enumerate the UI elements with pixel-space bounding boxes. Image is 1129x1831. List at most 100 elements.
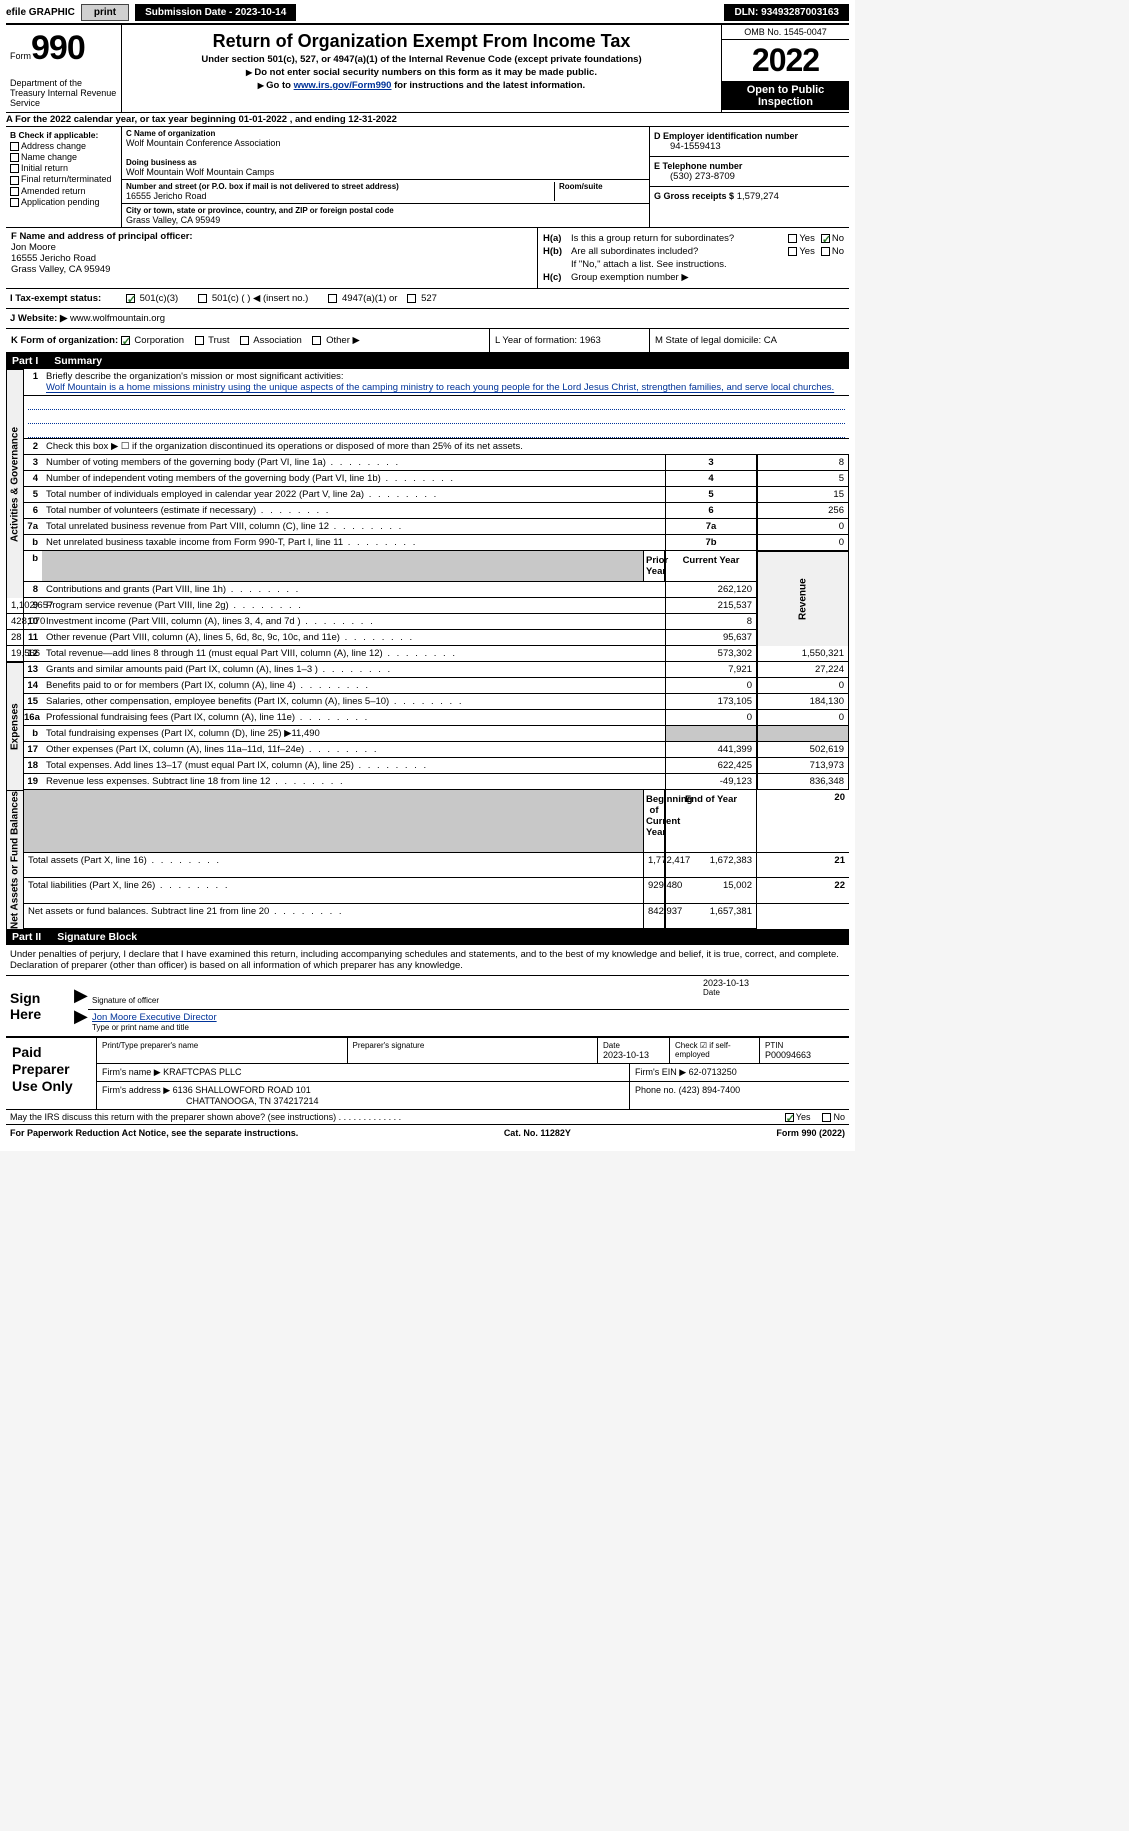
submission-date: Submission Date - 2023-10-14: [135, 4, 296, 21]
row-I-tax-exempt: I Tax-exempt status: 501(c)(3) 501(c) ( …: [6, 289, 849, 309]
exp-b-prior: [665, 726, 757, 742]
summary-grid: Activities & Governance 1 Briefly descri…: [6, 369, 849, 929]
city-label: City or town, state or province, country…: [126, 206, 645, 215]
ein-label: D Employer identification number: [654, 131, 845, 141]
line-2: Check this box ▶ ☐ if the organization d…: [42, 439, 849, 455]
h-c-label: H(c): [543, 272, 571, 283]
chk-501c[interactable]: 501(c) ( ) ◀ (insert no.): [198, 293, 308, 304]
h-a-yes[interactable]: Yes: [788, 233, 815, 244]
exp-13-no: 13: [24, 662, 42, 678]
exp-13-current: 27,224: [757, 662, 849, 678]
sig-date: 2023-10-13: [703, 978, 845, 988]
rev-10-prior: 8: [665, 614, 757, 630]
chk-name-change[interactable]: Name change: [10, 152, 117, 162]
rev-9-current: 428,070: [6, 614, 24, 630]
exp-15-current: 184,130: [757, 694, 849, 710]
dept-label: Department of the Treasury Internal Reve…: [10, 78, 117, 108]
chk-application-pending[interactable]: Application pending: [10, 197, 117, 207]
rev-9-no: 9: [24, 598, 42, 614]
h-a-question: Is this a group return for subordinates?: [571, 233, 782, 244]
line-b-val: 0: [757, 535, 849, 551]
street-value: 16555 Jericho Road: [126, 191, 550, 201]
officer-city: Grass Valley, CA 95949: [11, 264, 532, 275]
rev-12-current: 1,550,321: [757, 646, 849, 662]
exp-16a-current: 0: [757, 710, 849, 726]
exp-18-desc: Total expenses. Add lines 13–17 (must eq…: [42, 758, 665, 774]
net-22-desc: Net assets or fund balances. Subtract li…: [24, 904, 643, 930]
chk-corporation[interactable]: Corporation: [121, 335, 184, 346]
rev-12-desc: Total revenue—add lines 8 through 11 (mu…: [42, 646, 665, 662]
omb: OMB No. 1545-0047: [722, 25, 849, 40]
exp-14-no: 14: [24, 678, 42, 694]
h-b-no[interactable]: No: [821, 246, 844, 257]
rev-10-desc: Investment income (Part VIII, column (A)…: [42, 614, 665, 630]
prep-date-label: Date: [603, 1041, 664, 1050]
form-link[interactable]: Go to www.irs.gov/Form990 for instructio…: [126, 80, 717, 91]
line-5-no: 5: [24, 487, 42, 503]
section-FH: F Name and address of principal officer:…: [6, 227, 849, 289]
line-7a-box: 7a: [665, 519, 757, 535]
discuss-row: May the IRS discuss this return with the…: [6, 1110, 849, 1125]
city-value: Grass Valley, CA 95949: [126, 215, 645, 225]
discuss-yes[interactable]: Yes: [785, 1112, 811, 1122]
h-b-label: H(b): [543, 246, 571, 257]
exp-16a-no: 16a: [24, 710, 42, 726]
chk-address-change[interactable]: Address change: [10, 141, 117, 151]
print-button[interactable]: print: [81, 4, 129, 21]
exp-19-current: 836,348: [757, 774, 849, 790]
exp-18-prior: 622,425: [665, 758, 757, 774]
line-b-desc: Net unrelated business taxable income fr…: [42, 535, 665, 551]
exp-18-no: 18: [24, 758, 42, 774]
chk-trust[interactable]: Trust: [195, 335, 230, 346]
hdr-begin-year: Beginning of Current Year: [643, 790, 665, 853]
rev-8-current: 1,102,657: [6, 598, 24, 614]
rev-11-desc: Other revenue (Part VIII, column (A), li…: [42, 630, 665, 646]
chk-initial-return[interactable]: Initial return: [10, 163, 117, 173]
chk-501c3[interactable]: 501(c)(3): [126, 293, 178, 304]
row-L-year: L Year of formation: 1963: [489, 329, 649, 352]
net-20-current: 1,672,383: [665, 853, 757, 879]
rev-8-no: 8: [24, 582, 42, 598]
net-21-no: 21: [757, 853, 849, 879]
rev-10-no: 10: [24, 614, 42, 630]
top-bar: efile GRAPHIC print Submission Date - 20…: [6, 4, 849, 24]
h-b-yes[interactable]: Yes: [788, 246, 815, 257]
line-6-val: 256: [757, 503, 849, 519]
website-url[interactable]: www.wolfmountain.org: [70, 313, 165, 324]
discuss-no[interactable]: No: [822, 1112, 845, 1122]
net-20-prior: 1,772,417: [643, 853, 665, 879]
officer-label: F Name and address of principal officer:: [11, 231, 532, 242]
chk-4947[interactable]: 4947(a)(1) or: [328, 293, 397, 304]
line-7a-val: 0: [757, 519, 849, 535]
exp-b-current: [757, 726, 849, 742]
line-3-val: 8: [757, 455, 849, 471]
sign-arrow-icon: ▶▶: [74, 976, 88, 1036]
exp-13-desc: Grants and similar amounts paid (Part IX…: [42, 662, 665, 678]
gross-label: G Gross receipts $: [654, 191, 734, 201]
net-20-no: 20: [757, 790, 849, 853]
firm-phone-label: Phone no.: [635, 1085, 676, 1095]
row-M-state: M State of legal domicile: CA: [649, 329, 849, 352]
chk-other[interactable]: Other ▶: [312, 335, 359, 346]
part-1-header: Part I Summary: [6, 353, 849, 369]
chk-final-return[interactable]: Final return/terminated: [10, 174, 117, 184]
form-number: 990: [31, 29, 85, 67]
line-6-desc: Total number of volunteers (estimate if …: [42, 503, 665, 519]
h-a-no[interactable]: No: [821, 233, 844, 244]
cat-no: Cat. No. 11282Y: [504, 1128, 571, 1138]
exp-18-current: 713,973: [757, 758, 849, 774]
rev-11-no: 11: [24, 630, 42, 646]
chk-association[interactable]: Association: [240, 335, 302, 346]
street-label: Number and street (or P.O. box if mail i…: [126, 182, 550, 191]
rev-12-prior: 573,302: [665, 646, 757, 662]
exp-15-prior: 173,105: [665, 694, 757, 710]
vlabel-revenue: Revenue: [757, 551, 849, 646]
line-b-no: b: [24, 535, 42, 551]
officer-typed-name: Jon Moore Executive Director: [92, 1012, 845, 1023]
chk-amended-return[interactable]: Amended return: [10, 186, 117, 196]
tax-year: 2022: [722, 40, 849, 82]
chk-527[interactable]: 527: [407, 293, 437, 304]
vlabel-activities: Activities & Governance: [6, 369, 24, 598]
dln: DLN: 93493287003163: [724, 4, 849, 21]
firm-addr1: 6136 SHALLOWFORD ROAD 101: [173, 1085, 311, 1095]
